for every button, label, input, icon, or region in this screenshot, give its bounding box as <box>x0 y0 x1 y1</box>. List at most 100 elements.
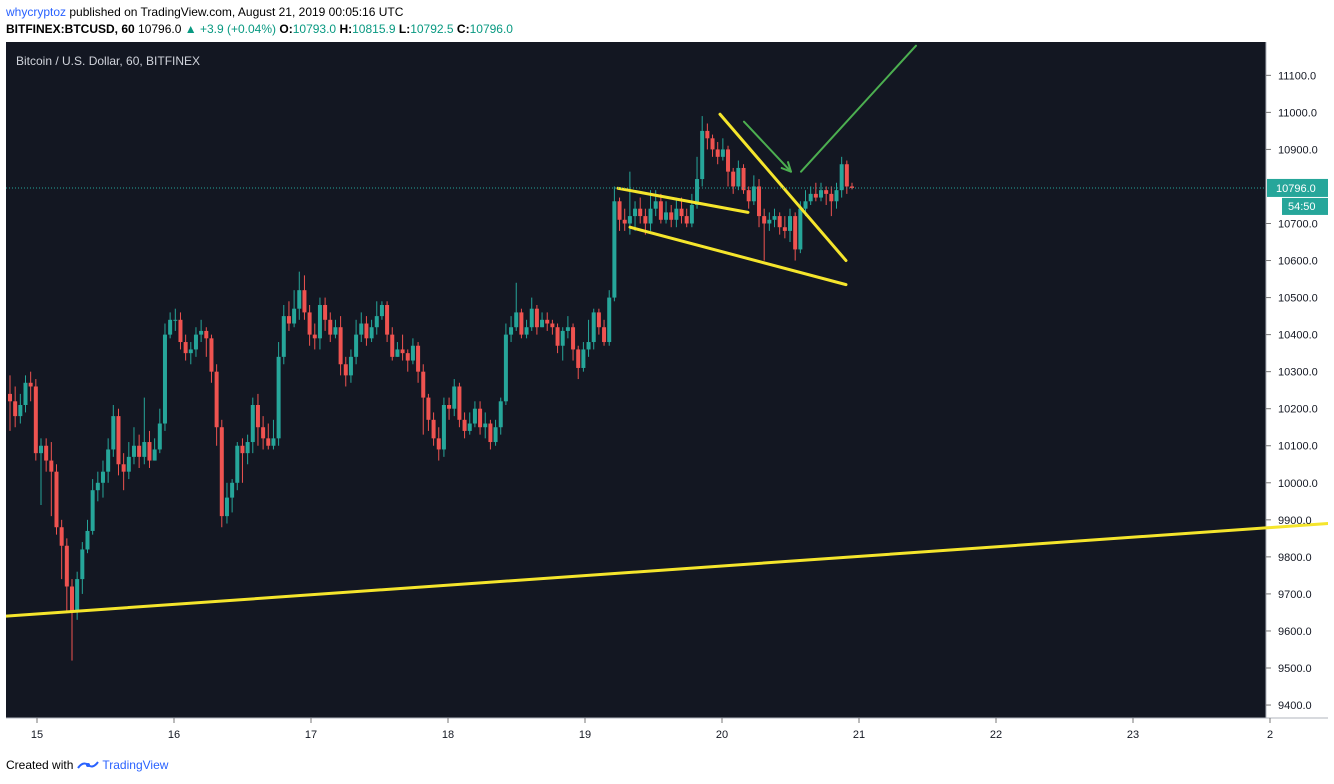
candle <box>627 171 632 235</box>
price-chart[interactable]: Bitcoin / U.S. Dollar, 60, BITFINEX 1110… <box>6 42 1328 746</box>
candle <box>824 186 829 205</box>
candle <box>395 342 400 357</box>
y-tick-label: 9700.0 <box>1278 589 1312 601</box>
candle-body <box>147 442 152 461</box>
candle-body <box>178 319 183 343</box>
countdown-label: 54:50 <box>1288 201 1316 213</box>
candle <box>302 275 307 320</box>
tradingview-icon <box>77 761 100 769</box>
candle-body <box>111 416 116 450</box>
published-text: published on TradingView.com, August 21,… <box>69 5 404 19</box>
candle-body <box>596 312 601 328</box>
candle <box>576 345 581 380</box>
x-tick-label: 18 <box>442 729 454 741</box>
candle <box>224 482 229 524</box>
candle-body <box>746 190 751 202</box>
candle <box>534 304 539 335</box>
tradingview-logo[interactable]: TradingView <box>77 758 168 772</box>
candle-body <box>204 330 209 339</box>
candle <box>555 323 560 354</box>
publish-line: whycryptoz published on TradingView.com,… <box>6 4 513 21</box>
candle-body <box>684 216 689 224</box>
candle <box>162 323 167 431</box>
candle-body <box>173 319 178 321</box>
candle <box>317 297 322 350</box>
candle-body <box>498 401 503 428</box>
candle <box>762 208 767 261</box>
candle-body <box>395 349 400 357</box>
symbol-line: BITFINEX:BTCUSD, 60 10796.0 ▲ +3.9 (+0.0… <box>6 21 513 38</box>
candle-body <box>100 471 105 483</box>
candle-body <box>281 316 286 357</box>
candle-body <box>834 190 839 202</box>
candle-body <box>354 334 359 357</box>
time-axis[interactable] <box>6 718 1328 746</box>
candle-body <box>679 208 684 217</box>
candle <box>28 371 33 402</box>
candle <box>379 301 384 320</box>
support-trendline <box>6 522 1328 618</box>
candle <box>173 308 178 331</box>
candle-body <box>586 342 591 350</box>
candle <box>178 312 183 350</box>
candle <box>736 160 741 191</box>
candle-body <box>426 397 431 420</box>
candle-body <box>312 334 317 339</box>
candle <box>245 434 250 465</box>
candle <box>545 312 550 331</box>
candle <box>674 197 679 228</box>
candle-body <box>751 186 756 202</box>
candle-body <box>80 549 85 580</box>
candle-body <box>617 201 622 220</box>
candle <box>705 123 710 150</box>
candle <box>441 397 446 457</box>
candle-body <box>622 219 627 224</box>
candle-body <box>333 327 338 335</box>
candle-body <box>431 419 436 439</box>
candle-body <box>137 445 142 457</box>
candle-body <box>602 327 607 343</box>
candle <box>488 419 493 450</box>
wedge-top-line <box>718 112 848 263</box>
candle-body <box>307 312 312 335</box>
open-value: 10793.0 <box>292 22 337 36</box>
candle-body <box>245 442 250 454</box>
candle-body <box>488 423 493 443</box>
candle-body <box>519 312 524 335</box>
candle-body <box>529 308 534 328</box>
candle-body <box>850 186 854 188</box>
candle <box>689 193 694 228</box>
candle-body <box>168 319 173 335</box>
x-tick-label: 17 <box>305 729 317 741</box>
candle <box>777 212 782 235</box>
candle <box>18 393 23 424</box>
candle-body <box>255 405 260 428</box>
candle-body <box>214 371 219 428</box>
chart-container[interactable]: Bitcoin / U.S. Dollar, 60, BITFINEX 1110… <box>6 42 1328 746</box>
candle <box>498 397 503 435</box>
candle-body <box>762 216 767 224</box>
candle-body <box>142 442 147 457</box>
author-link[interactable]: whycryptoz <box>6 5 67 19</box>
candle <box>710 134 715 157</box>
candle <box>80 542 85 594</box>
candle-body <box>276 356 281 439</box>
x-tick-label: 20 <box>716 729 728 741</box>
candle <box>33 379 38 461</box>
candle-body <box>85 530 90 550</box>
candle-body <box>503 334 508 402</box>
candle <box>829 186 834 217</box>
candle-body <box>731 171 736 187</box>
candle <box>271 419 276 450</box>
candle-body <box>317 304 322 339</box>
candle-body <box>571 327 576 350</box>
candle <box>715 142 720 165</box>
candle-body <box>75 579 80 613</box>
candle-body <box>493 427 498 443</box>
candle-body <box>379 304 384 317</box>
candle <box>297 271 302 320</box>
candle-body <box>8 393 12 402</box>
price-axis[interactable] <box>1266 42 1328 718</box>
candle-body <box>808 193 813 202</box>
candle <box>731 167 736 194</box>
